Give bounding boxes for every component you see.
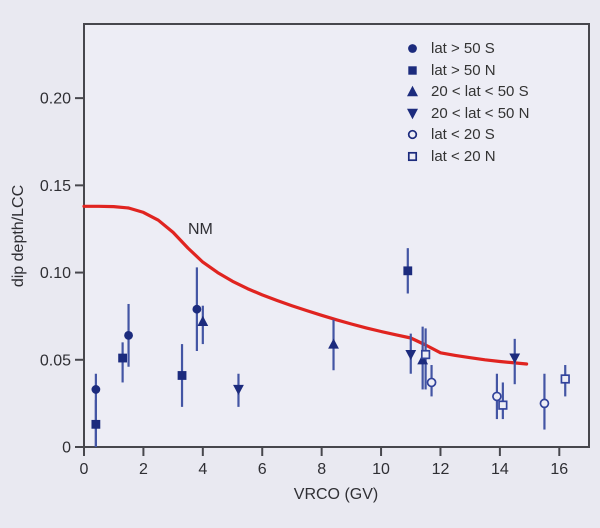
- data-point-triangle-up: [417, 354, 429, 365]
- data-point-triangle-up: [328, 338, 339, 349]
- data-point-triangle-up: [197, 315, 209, 327]
- data-point-open-circle: [426, 377, 437, 388]
- legend-item: 20 < lat < 50 S: [405, 81, 529, 103]
- data-point-filled-square: [403, 266, 413, 276]
- data-point-filled-circle: [91, 385, 101, 394]
- legend-label: lat > 50 N: [431, 61, 496, 79]
- data-point-open-square: [560, 374, 570, 384]
- y-tick-label: 0.10: [40, 265, 71, 282]
- legend-item: 20 < lat < 50 N: [405, 103, 529, 125]
- data-point-filled-circle: [124, 330, 133, 340]
- filled-triangle-up-icon: [407, 86, 418, 97]
- x-tick-label: 16: [550, 461, 568, 478]
- filled-triangle-down-icon: [407, 108, 418, 119]
- y-tick-label: 0: [62, 440, 71, 457]
- open-square-icon: [407, 151, 418, 161]
- legend-label: lat < 20 S: [431, 126, 495, 144]
- x-tick-label: 6: [258, 461, 267, 478]
- data-point-triangle-down: [509, 353, 521, 364]
- legend-item: lat > 50 N: [405, 60, 529, 82]
- y-tick-label: 0.15: [40, 178, 71, 195]
- y-tick-label: 0.20: [40, 91, 71, 108]
- x-tick-label: 0: [80, 461, 89, 478]
- data-point-open-square: [420, 349, 431, 360]
- nm-curve: [82, 204, 529, 366]
- filled-circle-icon: [408, 44, 417, 54]
- plot-frame: [83, 23, 590, 448]
- data-point-filled-square: [91, 419, 101, 429]
- curve-label: NM: [188, 221, 213, 238]
- x-tick-label: 8: [317, 461, 326, 478]
- chart-legend: lat > 50 S lat > 50 N 20 < lat < 50 S 20…: [405, 38, 529, 167]
- legend-label: lat > 50 S: [431, 40, 495, 58]
- legend-label: 20 < lat < 50 S: [431, 83, 529, 101]
- data-point-filled-circle: [192, 304, 202, 314]
- data-point-filled-square: [118, 353, 128, 363]
- legend-label: lat < 20 N: [431, 147, 496, 165]
- data-point-triangle-down: [405, 349, 417, 361]
- x-tick-label: 2: [139, 461, 148, 478]
- x-tick-label: 14: [491, 461, 509, 478]
- data-point-triangle-down: [233, 384, 244, 396]
- legend-item: lat > 50 S: [405, 38, 529, 60]
- x-tick-label: 10: [372, 461, 390, 478]
- x-tick-label: 4: [198, 461, 207, 478]
- y-axis-title: dip depth/LCC: [10, 184, 27, 288]
- x-axis-title: VRCO (GV): [293, 486, 379, 503]
- data-point-open-circle: [539, 398, 550, 409]
- data-point-filled-square: [177, 371, 187, 380]
- legend-item: lat < 20 S: [405, 124, 529, 146]
- filled-square-icon: [408, 66, 417, 75]
- x-tick-label: 12: [432, 461, 450, 478]
- open-circle-icon: [407, 130, 418, 140]
- legend-item: lat < 20 N: [405, 146, 529, 168]
- data-point-open-square: [498, 400, 508, 410]
- legend-label: 20 < lat < 50 N: [431, 104, 530, 122]
- y-tick-label: 0.05: [40, 352, 71, 369]
- data-point-open-circle: [492, 391, 502, 402]
